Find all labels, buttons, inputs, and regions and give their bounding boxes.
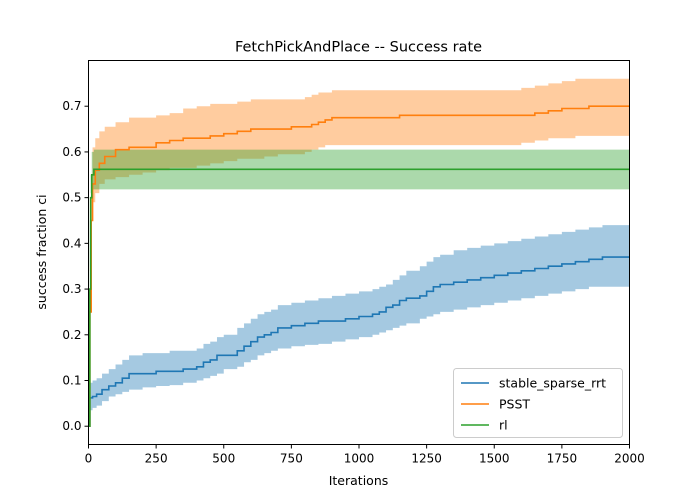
x-tick-label: 250 bbox=[145, 452, 168, 466]
x-tick-label: 500 bbox=[212, 452, 235, 466]
ci-band-rl bbox=[88, 149, 630, 427]
series-line-psst bbox=[88, 105, 630, 428]
legend-label-psst: PSST bbox=[499, 397, 530, 412]
x-tick-label: 750 bbox=[280, 452, 303, 466]
x-tick-label: 1000 bbox=[344, 452, 375, 466]
series-line-rl bbox=[88, 168, 630, 428]
x-tick-label: 1250 bbox=[411, 452, 442, 466]
y-tick-label: 0.5 bbox=[62, 191, 81, 205]
legend: stable_sparse_rrt PSST rl bbox=[453, 368, 623, 438]
chart-title: FetchPickAndPlace -- Success rate bbox=[235, 40, 482, 56]
x-tick-label: 2000 bbox=[614, 452, 645, 466]
y-tick-label: 0.2 bbox=[62, 328, 81, 342]
y-axis: 0.0 0.1 0.2 0.3 0.4 0.5 0.6 0.7 bbox=[62, 99, 89, 433]
y-axis-label: success fraction ci bbox=[34, 194, 49, 309]
y-tick-label: 0.6 bbox=[62, 145, 81, 159]
x-axis-label: Iterations bbox=[329, 473, 389, 488]
y-tick-label: 0.0 bbox=[62, 419, 81, 433]
plot-area bbox=[88, 78, 630, 428]
legend-label-rl: rl bbox=[499, 418, 508, 433]
x-axis: 0 250 500 750 1000 1250 1500 1750 2000 bbox=[85, 444, 645, 466]
y-tick-label: 0.7 bbox=[62, 99, 81, 113]
x-tick-label: 1500 bbox=[479, 452, 510, 466]
series-line-stable-sparse-rrt bbox=[88, 256, 630, 428]
x-tick-label: 0 bbox=[85, 452, 93, 466]
x-tick-label: 1750 bbox=[547, 452, 578, 466]
y-tick-label: 0.4 bbox=[62, 236, 81, 250]
ci-band-psst bbox=[88, 78, 630, 427]
legend-label-stable-sparse-rrt: stable_sparse_rrt bbox=[499, 376, 606, 391]
y-tick-label: 0.1 bbox=[62, 374, 81, 388]
legend-box bbox=[453, 368, 623, 438]
y-tick-label: 0.3 bbox=[62, 282, 81, 296]
